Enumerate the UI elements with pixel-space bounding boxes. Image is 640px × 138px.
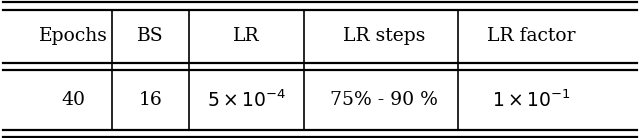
Text: $1 \times 10^{-1}$: $1 \times 10^{-1}$ — [492, 89, 571, 111]
Text: $5 \times 10^{-4}$: $5 \times 10^{-4}$ — [207, 89, 286, 111]
Text: 16: 16 — [138, 91, 163, 109]
Text: Epochs: Epochs — [39, 27, 108, 45]
Text: LR: LR — [233, 27, 260, 45]
Text: BS: BS — [137, 27, 164, 45]
Text: 40: 40 — [61, 91, 86, 109]
Text: LR steps: LR steps — [343, 27, 425, 45]
Text: 75% - 90 %: 75% - 90 % — [330, 91, 438, 109]
Text: LR factor: LR factor — [487, 27, 575, 45]
